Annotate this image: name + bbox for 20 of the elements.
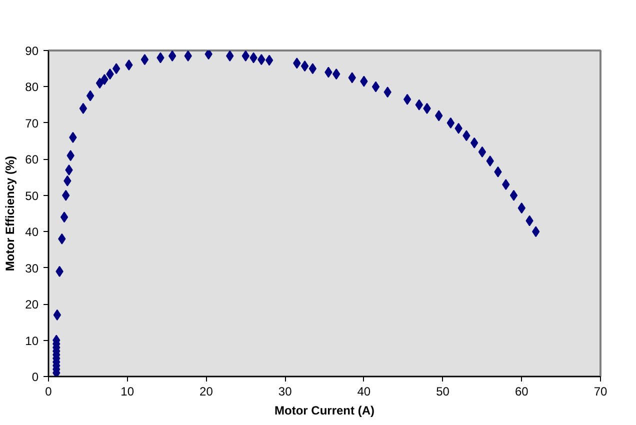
y-tick-label: 60: [25, 152, 39, 167]
x-tick-label: 0: [45, 384, 52, 398]
x-tick-label: 60: [514, 384, 529, 398]
y-tick-label: 70: [25, 116, 39, 130]
x-tick-label: 40: [357, 384, 371, 398]
x-tick-label: 50: [436, 384, 450, 398]
y-tick-label: 20: [25, 298, 39, 312]
y-tick-label: 40: [25, 225, 39, 240]
x-tick-label: 20: [200, 384, 214, 398]
x-tick-label: 30: [278, 384, 292, 398]
y-tick-label: 50: [25, 188, 39, 203]
y-tick-label: 10: [25, 334, 39, 348]
x-axis-title: Motor Current (A): [274, 404, 374, 418]
y-tick-label: 90: [25, 44, 39, 58]
y-tick-label: 30: [25, 261, 39, 276]
y-axis-title: Motor Efficiency (%): [3, 156, 18, 272]
x-tick-label: 70: [594, 384, 608, 398]
y-tick-label: 0: [32, 370, 39, 384]
x-tick-label: 10: [120, 384, 134, 398]
y-tick-label: 80: [25, 80, 39, 94]
